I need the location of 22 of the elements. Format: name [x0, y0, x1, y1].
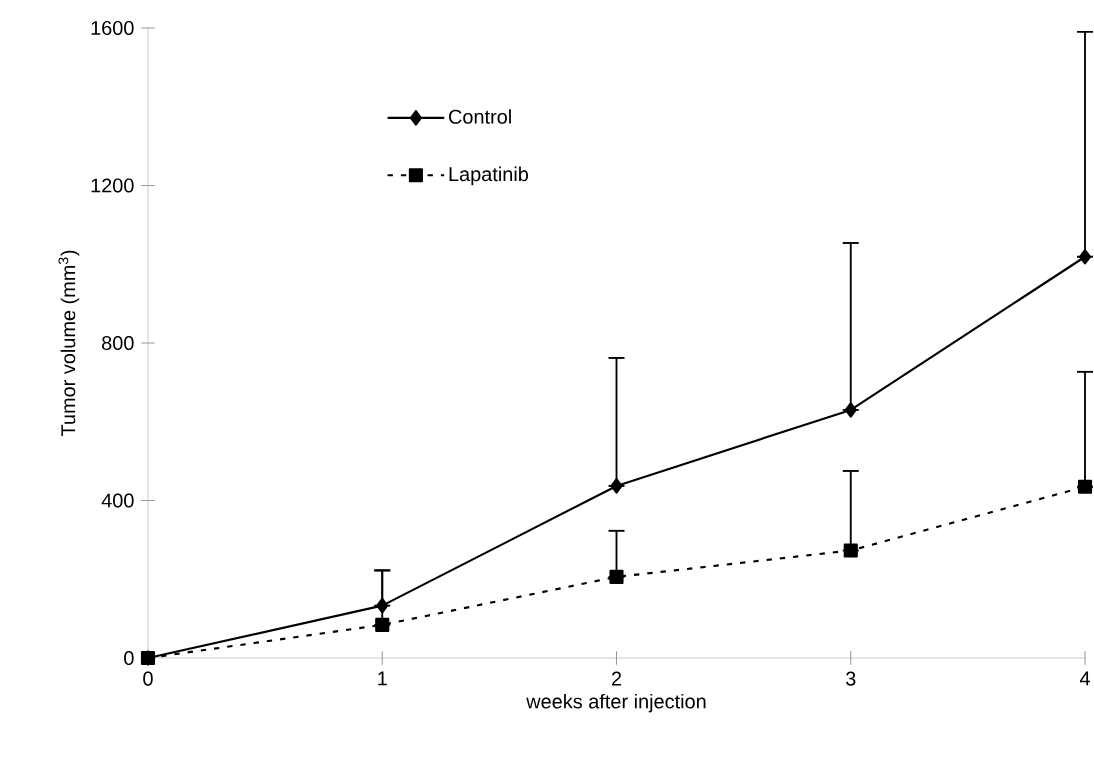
legend-label: Control: [449, 109, 511, 124]
point: [375, 617, 390, 632]
legend-label: Lapatinib: [449, 166, 529, 186]
point: [1077, 479, 1093, 494]
x-tick-label: 3: [845, 671, 856, 686]
y-tick-label: 1200: [91, 178, 134, 193]
y-tick-label: 800: [102, 335, 134, 351]
point: [610, 478, 623, 494]
point: [609, 569, 624, 584]
x-axis-title: weeks after injection: [526, 693, 706, 713]
point: [376, 597, 389, 614]
x-tick-label: 2: [611, 671, 622, 686]
point: [1078, 249, 1092, 265]
point: [844, 402, 857, 418]
y-tick-label: 1600: [91, 20, 134, 36]
y-tick-label: 0: [124, 650, 134, 666]
x-tick-label: 0: [143, 671, 153, 686]
y-axis-title: Tumor volume (mm$^{3}$): [58, 250, 80, 437]
x-tick-label: 1: [378, 671, 387, 686]
x-tick-label: 4: [1079, 671, 1090, 686]
y-tick-label: 400: [101, 493, 134, 508]
point: [843, 543, 858, 558]
